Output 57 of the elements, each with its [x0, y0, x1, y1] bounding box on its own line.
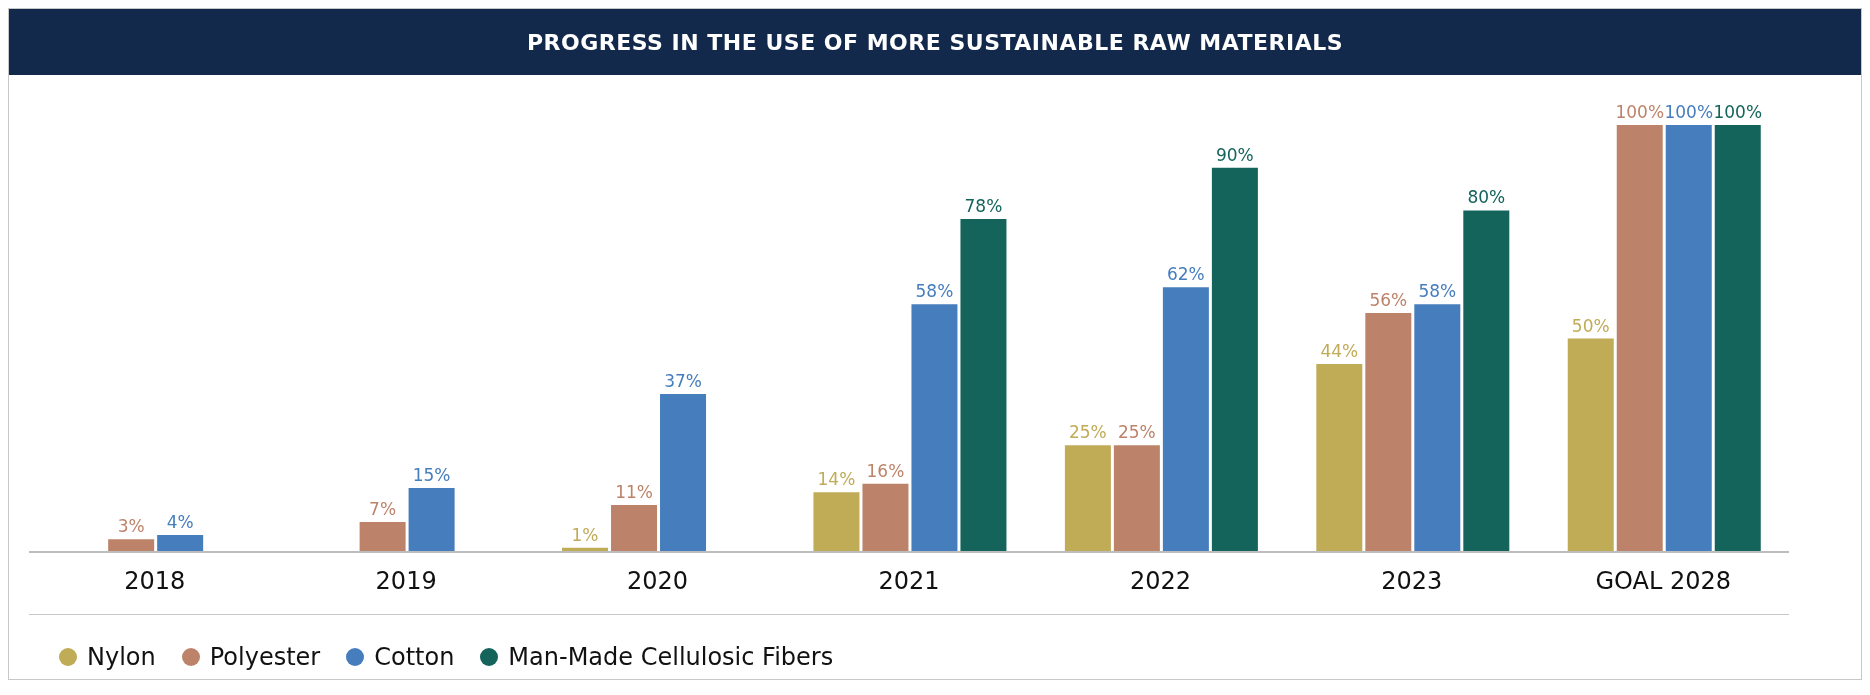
- bar: [1616, 125, 1663, 552]
- bar: [960, 218, 1007, 552]
- data-label: 78%: [964, 195, 1003, 216]
- data-label: 7%: [369, 499, 397, 520]
- bar: [108, 539, 155, 552]
- bar: [1365, 312, 1412, 552]
- x-tick-label: 2020: [627, 567, 689, 596]
- bar: [1414, 304, 1461, 552]
- data-label: 4%: [166, 511, 194, 532]
- x-tick-label: 2018: [124, 567, 186, 596]
- legend-label: Nylon: [86, 643, 156, 671]
- x-tick-label: 2019: [375, 567, 437, 596]
- bar: [157, 534, 204, 552]
- bar: [660, 394, 707, 552]
- data-label: 25%: [1117, 422, 1156, 443]
- bar: [359, 522, 406, 552]
- data-label: 100%: [1615, 102, 1665, 122]
- bar: [1714, 125, 1761, 552]
- bar: [1463, 210, 1510, 552]
- data-label: 58%: [915, 281, 954, 302]
- bar: [1113, 445, 1160, 552]
- data-label: 11%: [615, 482, 653, 503]
- legend-label: Man-Made Cellulosic Fibers: [507, 643, 834, 671]
- bar: [862, 483, 909, 552]
- data-label: 58%: [1418, 281, 1457, 302]
- bar: [1316, 364, 1363, 552]
- data-label: 100%: [1664, 102, 1714, 122]
- data-label: 50%: [1571, 315, 1610, 336]
- data-label: 56%: [1369, 289, 1408, 310]
- data-label: 16%: [866, 460, 905, 481]
- data-label: 44%: [1320, 341, 1359, 362]
- x-tick-label: 2023: [1381, 567, 1443, 596]
- bar: [1665, 125, 1712, 552]
- data-label: 1%: [571, 524, 599, 545]
- bar: [1064, 445, 1111, 552]
- data-label: 80%: [1467, 187, 1506, 208]
- data-label: 25%: [1068, 422, 1107, 443]
- data-label: 37%: [664, 371, 702, 392]
- data-label: 3%: [117, 516, 145, 537]
- x-tick-label: GOAL 2028: [1595, 567, 1732, 596]
- legend-label: Polyester: [208, 643, 321, 671]
- bar: [1567, 338, 1614, 552]
- x-tick-label: 2022: [1129, 567, 1191, 596]
- bar: [1211, 167, 1258, 552]
- bar: [1162, 287, 1209, 552]
- data-label: 100%: [1713, 102, 1763, 122]
- data-label: 14%: [817, 469, 856, 490]
- legend-label: Cotton: [373, 643, 455, 671]
- data-label: 62%: [1166, 264, 1205, 285]
- x-tick-label: 2021: [878, 567, 940, 596]
- bar: [911, 304, 958, 552]
- bar: [408, 487, 455, 552]
- chart-title: PROGRESS IN THE USE OF MORE SUSTAINABLE RAW MATERIALS: [9, 9, 1861, 75]
- bar: [813, 492, 860, 552]
- data-label: 90%: [1215, 144, 1254, 165]
- data-label: 15%: [412, 464, 451, 485]
- bar: [611, 505, 658, 552]
